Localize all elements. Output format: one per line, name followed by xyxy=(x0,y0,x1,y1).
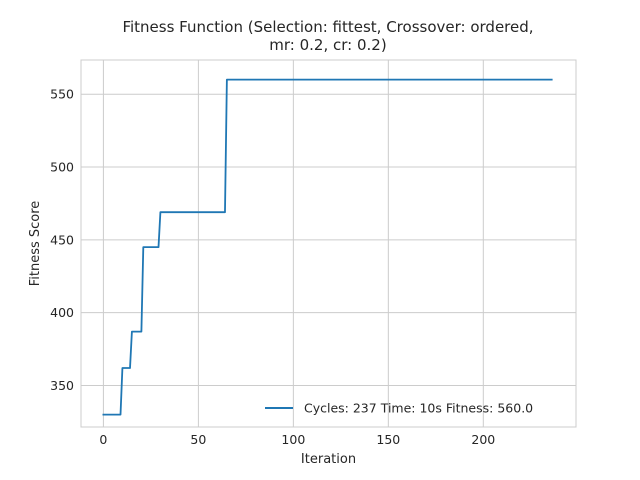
y-axis-label: Fitness Score xyxy=(28,201,43,287)
legend-entry-label: Cycles: 237 Time: 10s Fitness: 560.0 xyxy=(304,401,533,416)
x-tick-label-150: 150 xyxy=(376,432,400,447)
legend: Cycles: 237 Time: 10s Fitness: 560.0 xyxy=(265,401,533,416)
x-tick-label-200: 200 xyxy=(471,432,495,447)
x-tick-labels: 0 50 100 150 200 xyxy=(99,432,495,447)
y-tick-label-450: 450 xyxy=(50,232,74,247)
plot-frame xyxy=(80,59,577,428)
y-gridlines xyxy=(81,93,576,386)
y-tick-label-500: 500 xyxy=(50,160,74,175)
plot-area xyxy=(80,59,577,428)
x-gridlines xyxy=(102,60,484,427)
x-tick-label-50: 50 xyxy=(190,432,206,447)
y-tick-label-350: 350 xyxy=(50,378,74,393)
plot-background xyxy=(81,60,576,427)
series-layer xyxy=(102,78,553,416)
chart-title-line-2: mr: 0.2, cr: 0.2) xyxy=(269,36,386,54)
chart-title-line-1: Fitness Function (Selection: fittest, Cr… xyxy=(122,18,533,36)
x-tick-label-0: 0 xyxy=(99,432,107,447)
series-line-0 xyxy=(102,78,553,416)
y-tick-label-400: 400 xyxy=(50,305,74,320)
y-tick-label-550: 550 xyxy=(50,87,74,102)
x-tick-label-100: 100 xyxy=(281,432,305,447)
chart-title: Fitness Function (Selection: fittest, Cr… xyxy=(122,18,533,54)
y-tick-labels: 350 400 450 500 550 xyxy=(50,87,74,393)
x-axis-label: Iteration xyxy=(301,452,356,467)
